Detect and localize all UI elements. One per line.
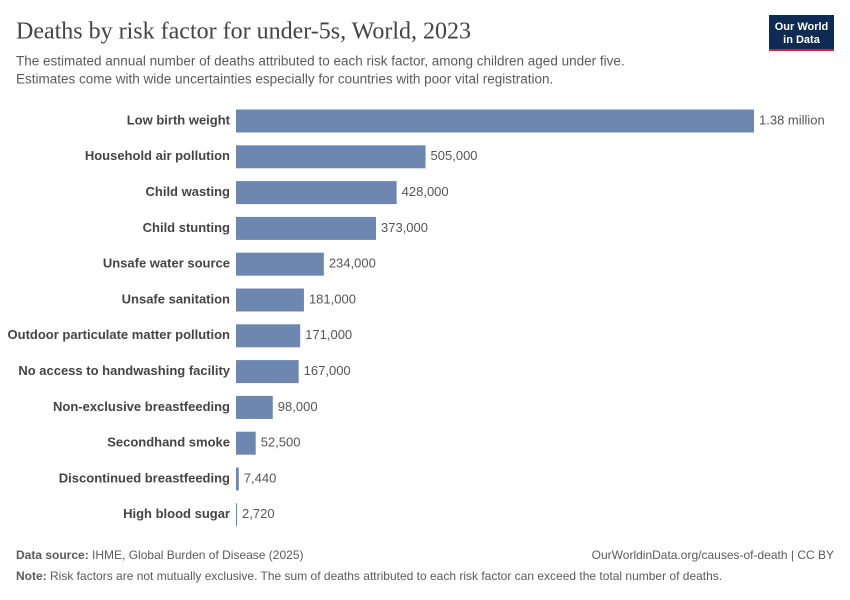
bar: [236, 467, 239, 491]
category-label: Unsafe sanitation: [122, 291, 230, 306]
note: Note: Risk factors are not mutually excl…: [16, 569, 722, 583]
source-text: IHME, Global Burden of Disease (2025): [92, 548, 303, 562]
bar: [236, 431, 256, 455]
bar: [236, 503, 238, 527]
chart-title: Deaths by risk factor for under-5s, Worl…: [16, 19, 471, 45]
value-label: 505,000: [431, 148, 478, 163]
value-label: 7,440: [244, 470, 277, 485]
note-label: Note:: [16, 569, 47, 583]
category-label: Household air pollution: [85, 148, 230, 163]
value-label: 428,000: [402, 184, 449, 199]
bar: [236, 145, 426, 169]
category-label: Outdoor particulate matter pollution: [8, 327, 231, 342]
note-text: Risk factors are not mutually exclusive.…: [50, 569, 722, 583]
value-label: 2,720: [242, 506, 275, 521]
bar: [236, 252, 324, 276]
category-label: No access to handwashing facility: [18, 363, 230, 378]
subtitle: Estimates come with wide uncertainties e…: [16, 72, 553, 87]
category-label: Child stunting: [143, 220, 230, 235]
logo-underline: [769, 49, 834, 51]
value-label: 52,500: [261, 435, 301, 450]
category-label: Child wasting: [146, 184, 231, 199]
category-label: Discontinued breastfeeding: [59, 470, 230, 485]
value-label: 167,000: [304, 363, 351, 378]
value-label: 98,000: [278, 399, 318, 414]
source: Data source: IHME, Global Burden of Dise…: [16, 548, 303, 562]
logo-box[interactable]: [769, 15, 834, 51]
url[interactable]: OurWorldinData.org/causes-of-death | CC …: [592, 548, 834, 562]
bar: [236, 395, 273, 419]
category-label: Secondhand smoke: [107, 435, 230, 450]
category-label: Low birth weight: [127, 112, 231, 127]
subtitle: The estimated annual number of deaths at…: [16, 54, 625, 69]
category-label: Unsafe water source: [103, 256, 230, 271]
value-label: 373,000: [381, 220, 428, 235]
value-label: 1.38 million: [759, 112, 825, 127]
logo-text: in Data: [783, 34, 821, 46]
bar: [236, 324, 301, 348]
bar: [236, 181, 397, 205]
bar: [236, 109, 754, 133]
value-label: 234,000: [329, 256, 376, 271]
bar: [236, 288, 304, 312]
bar: [236, 216, 377, 240]
value-label: 171,000: [305, 327, 352, 342]
logo-text: Our World: [775, 21, 829, 33]
category-label: High blood sugar: [123, 506, 230, 521]
category-label: Non-exclusive breastfeeding: [53, 399, 230, 414]
source-label: Data source:: [16, 548, 89, 562]
value-label: 181,000: [309, 291, 356, 306]
bar: [236, 360, 299, 384]
